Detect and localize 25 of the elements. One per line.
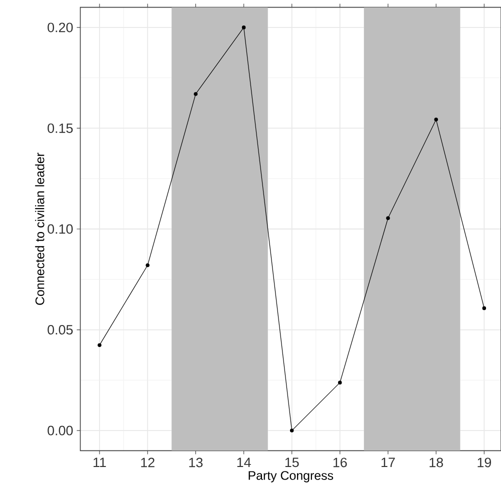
x-tick-label: 15	[285, 458, 299, 468]
point	[242, 26, 246, 30]
x-tick-label: 18	[430, 458, 443, 468]
point	[290, 428, 294, 432]
point	[338, 380, 342, 384]
x-tick-label: 13	[189, 458, 203, 468]
y-tick-label: 0.00	[48, 426, 73, 436]
y-tick-label: 0.20	[48, 22, 73, 32]
y-tick-label: 0.15	[48, 123, 73, 133]
x-tick-label: 11	[94, 458, 106, 467]
y-tick-label: 0.10	[48, 224, 73, 234]
x-axis-title: Party Congress	[248, 471, 334, 482]
point	[386, 216, 390, 220]
point	[482, 306, 486, 310]
x-tick-label: 17	[382, 458, 395, 467]
point	[434, 118, 438, 122]
x-tick-label: 19	[478, 458, 492, 468]
y-axis-title: Connected to civilian leader	[35, 152, 44, 305]
point	[194, 92, 198, 96]
point	[98, 343, 102, 347]
x-tick-label: 16	[333, 458, 347, 468]
x-tick-label: 12	[141, 458, 154, 468]
point	[146, 263, 150, 268]
y-tick-label: 0.05	[48, 325, 73, 335]
x-tick-label: 14	[237, 458, 251, 467]
